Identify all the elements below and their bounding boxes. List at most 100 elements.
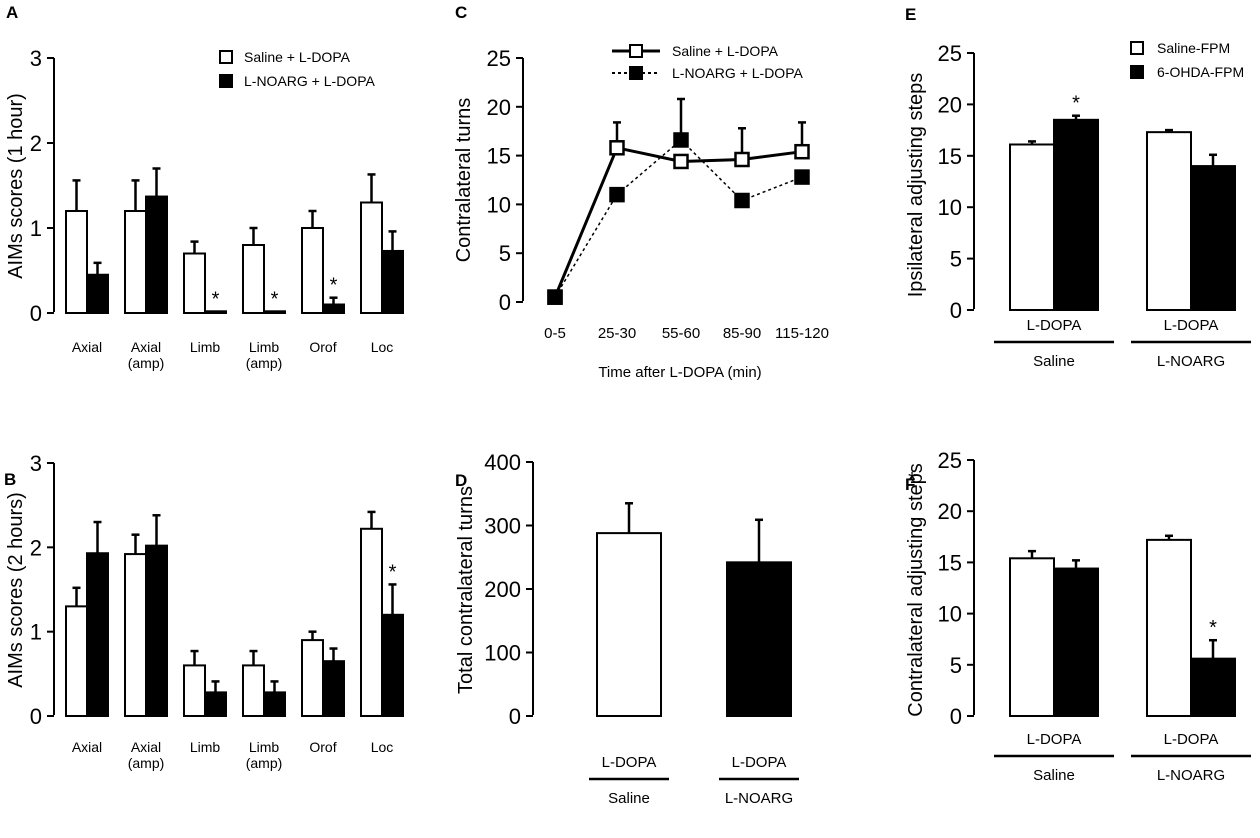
- panel-e-bar: [1009, 143, 1055, 311]
- panel-a-bar: [124, 210, 147, 314]
- panel-label-A: A: [6, 3, 18, 22]
- panel-c-marker: [734, 192, 750, 209]
- panel-b-x-tick-label-line: Limb: [190, 739, 221, 755]
- panel-b-y-tick-label: 3: [30, 451, 42, 476]
- panel-c-marker: [734, 151, 750, 168]
- panel-f-y-tick-label: 20: [938, 499, 962, 524]
- panel-f-y-axis-title: Contralateral adjusting steps: [905, 463, 927, 716]
- panel-c-marker: [794, 169, 810, 185]
- panel-d-y-tick-label: 0: [509, 704, 521, 729]
- panel-a-legend-swatch: [219, 74, 233, 88]
- panel-a-x-tick-label: Axial (amp): [128, 339, 165, 371]
- panel-d-bar-label: L-DOPA: [732, 754, 787, 771]
- panel-b-x-tick-label: Orof: [309, 739, 336, 755]
- panel-e-bar: [1053, 118, 1099, 311]
- panel-e-legend-swatch: [1130, 41, 1144, 55]
- panel-f-bar: [1009, 557, 1055, 718]
- panel-d-y-tick-label: 300: [484, 514, 521, 539]
- panel-a-bar: [301, 227, 324, 314]
- panel-a-bar: [360, 201, 383, 314]
- panel-a-y-tick-label: 1: [30, 216, 42, 241]
- panel-b-x-tick-label: Axial (amp): [128, 739, 165, 771]
- panel-a-bar: [204, 310, 227, 314]
- panel-label-B: B: [4, 470, 16, 489]
- panel-c-marker: [609, 140, 625, 156]
- panel-f-significance-star: *: [1209, 617, 1217, 639]
- panel-b-bar: [86, 552, 109, 718]
- panel-a-x-tick-label-line: (amp): [128, 355, 165, 371]
- panel-e-y-axis-title: Ipsilateral adjusting steps: [905, 73, 927, 298]
- panel-e-bar: [1190, 165, 1236, 311]
- panel-e-legend-label: 6-OHDA-FPM: [1157, 64, 1244, 80]
- panel-c-legend-label: L-NOARG + L-DOPA: [672, 65, 803, 81]
- panel-b-bar: [204, 691, 227, 717]
- panel-d-group-label: L-NOARG: [725, 790, 793, 807]
- panel-a-x-tick-label-line: Loc: [371, 339, 394, 355]
- panel-a-significance-star: *: [330, 275, 338, 297]
- panel-a-x-tick-label: Orof: [309, 339, 336, 355]
- panel-d-bar: [726, 561, 792, 718]
- panel-e-legend-swatch: [1130, 65, 1144, 79]
- panel-c-marker: [547, 289, 563, 305]
- panel-e-bar-label: L-DOPA: [1164, 317, 1219, 334]
- panel-a-y-axis-title: AIMs scores (1 hour): [5, 93, 27, 279]
- panel-c-series-line: [554, 138, 803, 298]
- panel-b-bar: [145, 544, 168, 717]
- panel-f-group-label: L-NOARG: [1157, 767, 1225, 784]
- panel-a-significance-star: *: [271, 288, 279, 310]
- panel-c-y-tick-label: 0: [499, 290, 511, 315]
- panel-e-group-label: Saline: [1033, 353, 1075, 370]
- panel-e-y-tick-label: 0: [950, 298, 962, 323]
- panel-a-bar: [145, 195, 168, 314]
- panel-b-x-tick-label-line: Loc: [371, 739, 394, 755]
- panel-c-x-axis-title: Time after L-DOPA (min): [598, 364, 761, 381]
- panel-b-bar: [301, 639, 324, 717]
- panel-a-bar: [322, 303, 345, 314]
- panel-b-x-tick-label: Loc: [371, 739, 394, 755]
- panel-c-legend-label: Saline + L-DOPA: [672, 43, 779, 59]
- panel-c-marker: [673, 153, 689, 170]
- panel-e-group-label: L-NOARG: [1157, 353, 1225, 370]
- panel-a-bar: [65, 210, 88, 314]
- panel-a-x-tick-label: Limb: [190, 339, 221, 355]
- panel-c-marker: [609, 186, 625, 203]
- panel-f-y-tick-label: 0: [950, 704, 962, 729]
- panel-c-x-tick-label: 55-60: [662, 325, 700, 342]
- panel-f-bar-label: L-DOPA: [1164, 731, 1219, 748]
- panel-b-x-tick-label-line: (amp): [128, 755, 165, 771]
- panel-b-bar: [322, 660, 345, 718]
- panel-d-group-label: Saline: [608, 790, 650, 807]
- panel-a-legend-label: L-NOARG + L-DOPA: [244, 73, 375, 89]
- panel-c-x-tick-label: 115-120: [775, 325, 829, 342]
- panel-e-y-tick-label: 5: [950, 247, 962, 272]
- panel-c-series-line: [553, 146, 803, 298]
- panel-a-bar: [381, 249, 404, 314]
- panel-c-y-tick-label: 25: [487, 46, 511, 71]
- panel-f-bar: [1146, 538, 1192, 718]
- panel-b-y-tick-label: 0: [30, 704, 42, 729]
- panel-a-significance-star: *: [212, 288, 220, 310]
- panel-a-bar: [263, 310, 286, 314]
- panel-c-x-tick-label: 85-90: [723, 325, 761, 342]
- panel-f-group-label: Saline: [1033, 767, 1075, 784]
- panel-a-bar: [183, 252, 206, 314]
- panel-a-y-tick-label: 0: [30, 301, 42, 326]
- panel-b-x-tick-label-line: Orof: [309, 739, 336, 755]
- panel-d-bar-label: L-DOPA: [602, 754, 657, 771]
- panel-label-E: E: [905, 5, 916, 24]
- panel-a-y-tick-label: 3: [30, 46, 42, 71]
- panel-e-legend-label: Saline-FPM: [1157, 40, 1230, 56]
- panel-b-x-tick-label-line: Axial: [131, 739, 161, 755]
- panel-b-bar: [242, 664, 265, 718]
- panel-e-significance-star: *: [1072, 93, 1080, 115]
- panel-a-x-tick-label: Axial: [72, 339, 102, 355]
- panel-c-legend-marker: [629, 66, 643, 80]
- panel-a-legend-label: Saline + L-DOPA: [244, 49, 351, 65]
- panel-b-x-tick-label-line: (amp): [246, 755, 283, 771]
- panel-b-bar: [65, 605, 88, 717]
- panel-f-y-tick-label: 25: [938, 448, 962, 473]
- panel-e-y-tick-label: 25: [938, 41, 962, 66]
- panel-a-bar: [86, 273, 109, 314]
- panel-c-x-tick-label: 25-30: [598, 325, 636, 342]
